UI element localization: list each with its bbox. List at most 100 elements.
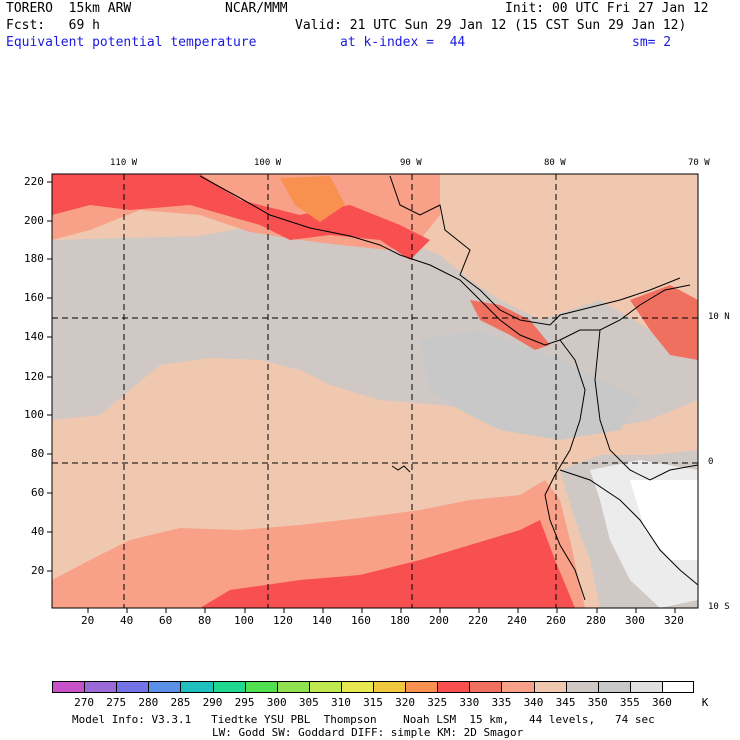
galapagos: [391, 465, 411, 473]
grid-x-label: 200: [429, 614, 449, 627]
grid-x-label: 100: [234, 614, 254, 627]
field-title: Equivalent potential temperature: [6, 35, 257, 50]
legend-label: 320: [395, 696, 416, 709]
white-amazon-core: [630, 480, 698, 560]
legend-swatch: [276, 681, 310, 693]
legend-label: 335: [491, 696, 512, 709]
legend-label: 355: [619, 696, 640, 709]
red-north: [52, 174, 430, 260]
init-time: Init: 00 UTC Fri 27 Jan 12: [505, 1, 709, 16]
level-label: at k-index = 44: [340, 35, 466, 50]
legend-label: 325: [427, 696, 448, 709]
legend-label: 285: [170, 696, 191, 709]
grid-x-label: 300: [625, 614, 645, 627]
grid-y-label: 120: [24, 370, 44, 383]
legend-swatch: [437, 681, 471, 693]
model-info: Model Info: V3.3.1 Tiedtke YSU PBL Thomp…: [72, 713, 655, 726]
grid-x-label: 20: [81, 614, 95, 627]
legend-label: 315: [363, 696, 383, 709]
red-central-america: [470, 300, 550, 350]
legend-label: 300: [266, 696, 287, 709]
grid-x-label: 320: [664, 614, 684, 627]
grid-y-label: 100: [24, 408, 44, 421]
lon-label-80w: 80 W: [544, 158, 566, 168]
legend-label: 280: [138, 696, 159, 709]
grid-x-label: 180: [390, 614, 410, 627]
red-northeast: [630, 285, 698, 360]
grid-x-label: 80: [198, 614, 212, 627]
legend-swatch: [661, 681, 695, 693]
legend-swatch: [212, 681, 246, 693]
lon-label-90w: 90 W: [400, 158, 422, 168]
legend-label: 345: [555, 696, 576, 709]
legend-swatch: [373, 681, 407, 693]
grid-x-label: 160: [351, 614, 371, 627]
legend-label: 275: [106, 696, 127, 709]
legend-swatch: [501, 681, 535, 693]
legend-label: 305: [298, 696, 319, 709]
lon-label-70w: 70 W: [688, 158, 710, 168]
coastlines: [199, 175, 698, 601]
grid-x-label: 240: [507, 614, 527, 627]
legend-label: 340: [523, 696, 544, 709]
legend-swatch: [629, 681, 663, 693]
lon-label-110w: 110 W: [110, 158, 138, 168]
legend-swatch: [308, 681, 342, 693]
grid-x-label: 40: [120, 614, 134, 627]
legend-swatch: [469, 681, 503, 693]
legend-label: 360: [651, 696, 672, 709]
grid-y-label: 160: [24, 291, 44, 304]
border-andes: [594, 329, 698, 481]
lon-label-100w: 100 W: [254, 158, 282, 168]
lat-label-0: 0: [708, 457, 714, 467]
legend-unit: K: [701, 696, 709, 709]
legend-swatch: [565, 681, 599, 693]
grid-y-label: 60: [31, 486, 45, 499]
orange-north: [280, 176, 345, 222]
valid-time: Valid: 21 UTC Sun 29 Jan 12 (15 CST Sun …: [295, 18, 687, 33]
grid-y-label: 140: [24, 330, 44, 343]
legend-label: 295: [234, 696, 255, 709]
grid-y-label: 20: [31, 564, 45, 577]
gray-band-patch: [420, 330, 640, 440]
red-coast-south: [200, 520, 575, 608]
grid-y-label: 200: [24, 214, 44, 227]
physics-info: LW: Godd SW: Goddard DIFF: simple KM: 2D…: [212, 726, 524, 739]
theta-e-field: [52, 174, 698, 608]
map-frame: [51, 173, 699, 609]
legend-frame: [52, 681, 694, 693]
lat-label-10s: 10 S: [708, 602, 730, 612]
grid-x-label: 120: [273, 614, 293, 627]
coast-caribbean: [389, 175, 681, 326]
grid-x-label: 280: [586, 614, 606, 627]
legend-swatch: [597, 681, 631, 693]
frame-ticks: [47, 181, 676, 613]
grid-x-label: 60: [159, 614, 173, 627]
legend-label: 270: [74, 696, 95, 709]
grid-y-label: 220: [24, 175, 44, 188]
graticule: [52, 174, 698, 608]
center-label: NCAR/MMM: [225, 1, 288, 16]
legend-label: 310: [330, 696, 351, 709]
legend-label: 330: [459, 696, 480, 709]
grid-y-label: 180: [24, 252, 44, 265]
border-peru-brazil: [559, 469, 698, 586]
coast-south-america: [544, 339, 586, 601]
grid-x-label: 260: [546, 614, 566, 627]
legend-swatch: [180, 681, 214, 693]
legend-label: 350: [587, 696, 608, 709]
legend-swatch: [340, 681, 374, 693]
legend-swatch: [84, 681, 118, 693]
model-label: TORERO 15km ARW: [6, 1, 132, 16]
coast-central-america: [199, 175, 691, 346]
forecast-hour: Fcst: 69 h: [6, 18, 100, 33]
grid-y-label: 40: [31, 525, 45, 538]
smoothing-label: sm= 2: [632, 35, 672, 50]
grid-x-label: 220: [468, 614, 488, 627]
legend-swatch: [116, 681, 150, 693]
lat-label-10n: 10 N: [708, 312, 730, 322]
legend-swatch: [405, 681, 439, 693]
grid-x-label: 140: [312, 614, 332, 627]
legend-swatch: [148, 681, 182, 693]
